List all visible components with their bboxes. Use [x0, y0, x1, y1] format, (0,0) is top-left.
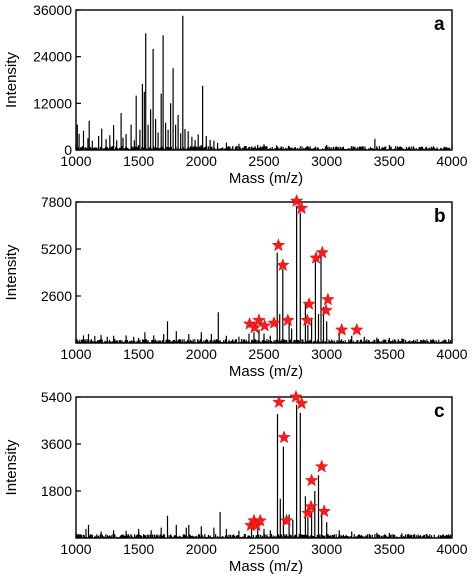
star-marker [301, 506, 315, 519]
panel-label: c [434, 401, 445, 422]
x-tick-label: 3500 [374, 346, 405, 362]
star-marker [319, 303, 333, 317]
spectrum-panel-c: 1000 1500 2000 2500 3000 3500 4000 1800 3600 5400… [3, 389, 468, 575]
x-tick-label: 3500 [374, 541, 405, 557]
panel-label: a [434, 14, 445, 35]
x-axis-label: Mass (m/z) [229, 558, 303, 575]
x-tick-label: 2000 [186, 346, 217, 362]
star-marker [334, 322, 349, 336]
star-marker [267, 316, 281, 329]
star-marker [271, 238, 286, 252]
star-marker [272, 395, 286, 408]
x-tick-label: 2500 [248, 346, 279, 362]
x-tick-label: 1000 [60, 541, 91, 557]
star-marker [247, 320, 262, 334]
star-marker [276, 258, 290, 271]
star-marker [304, 473, 319, 487]
star-marker [252, 313, 266, 327]
x-tick-label: 1500 [123, 541, 154, 557]
spectrum-trace [76, 15, 452, 150]
star-marker [302, 297, 316, 310]
star-marker [294, 396, 309, 410]
spectrum-panel-b: 1000 1500 2000 2500 3000 3500 4000 2600 5200 7800… [3, 194, 468, 380]
x-tick-label: 1500 [123, 153, 154, 169]
x-tick-label: 4000 [436, 346, 467, 362]
y-axis-label: Intensity [3, 439, 20, 495]
x-tick-label: 2500 [248, 541, 279, 557]
x-tick-label: 1000 [60, 153, 91, 169]
star-marker [314, 459, 329, 473]
x-tick-label: 4000 [436, 541, 467, 557]
star-marker [257, 318, 272, 332]
y-tick-label: 7800 [41, 194, 72, 210]
x-tick-label: 2000 [186, 153, 217, 169]
y-axis-label: Intensity [3, 52, 20, 108]
star-marker [281, 313, 295, 327]
y-tick-label: 3600 [41, 436, 72, 452]
plot-frame [75, 396, 453, 539]
panel-label: b [434, 206, 446, 227]
spectrum-panel-a: 1000 1500 2000 2500 3000 3500 4000 0 12000 24000 3… [3, 2, 468, 187]
star-marker [289, 194, 304, 207]
x-tick-label: 4000 [436, 153, 467, 169]
x-tick-label: 3000 [311, 541, 342, 557]
x-tick-label: 2500 [248, 153, 279, 169]
star-marker [277, 430, 291, 444]
x-tick-label: 1000 [60, 346, 91, 362]
y-tick-label: 1800 [41, 483, 72, 499]
x-tick-label: 2000 [186, 541, 217, 557]
star-marker [300, 313, 314, 327]
star-marker [315, 245, 330, 259]
star-marker [304, 499, 318, 513]
y-tick-label: 12000 [33, 95, 72, 111]
star-marker [317, 504, 331, 518]
x-axis-label: Mass (m/z) [229, 363, 303, 380]
y-tick-label: 2600 [41, 288, 72, 304]
y-tick-label: 5200 [41, 241, 72, 257]
star-marker [279, 513, 294, 527]
y-tick-label: 5400 [41, 389, 72, 405]
y-tick-label: 0 [64, 142, 72, 158]
y-tick-label: 36000 [33, 2, 72, 18]
star-marker [350, 322, 364, 336]
spectrum-trace [76, 404, 452, 538]
x-tick-label: 3000 [311, 153, 342, 169]
star-marker [321, 292, 335, 306]
x-axis-label: Mass (m/z) [229, 170, 303, 187]
x-tick-label: 3500 [374, 153, 405, 169]
y-tick-label: 24000 [33, 49, 72, 65]
y-axis-label: Intensity [3, 244, 20, 300]
star-marker [289, 389, 303, 403]
x-tick-label: 1500 [123, 346, 154, 362]
star-marker [253, 513, 267, 527]
plot-frame [75, 9, 453, 151]
star-marker [294, 201, 309, 215]
x-tick-label: 3000 [311, 346, 342, 362]
